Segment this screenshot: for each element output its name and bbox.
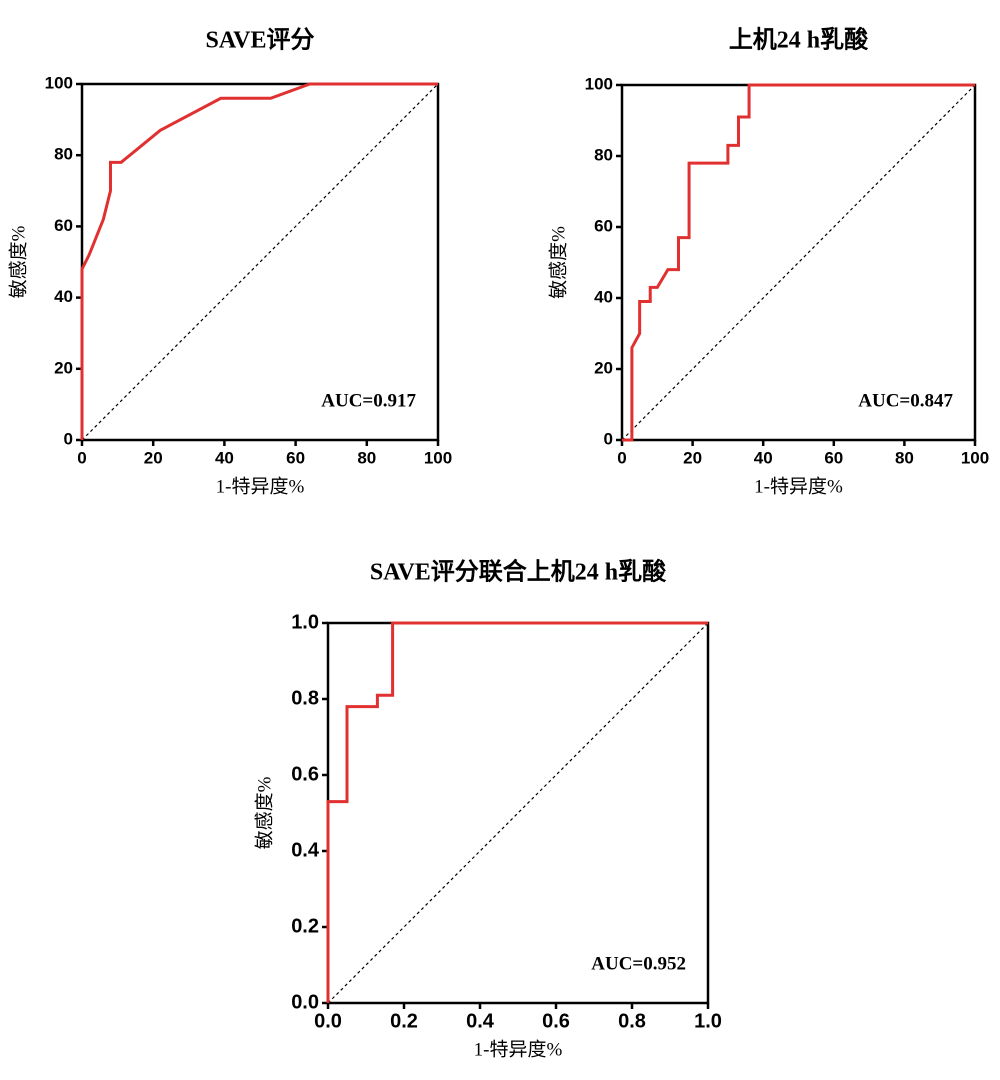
reference-diagonal (81, 83, 439, 441)
roc-curve (622, 83, 975, 442)
y-tick-label: 80 (54, 145, 73, 164)
x-tick-label: 60 (286, 448, 305, 467)
y-tick-label: 40 (594, 287, 613, 306)
x-tick-label: 0.2 (390, 1010, 418, 1032)
y-tick-label: 0.2 (291, 915, 319, 937)
x-tick-label: 0.4 (466, 1010, 495, 1032)
chart-title: SAVE评分 (206, 27, 315, 54)
x-tick-label: 20 (683, 448, 702, 467)
x-tick-label: 1.0 (694, 1010, 722, 1032)
x-tick-label: 0.8 (618, 1010, 646, 1032)
chart-title: 上机24 h乳酸 (729, 26, 869, 54)
x-tick-label: 0 (77, 448, 86, 467)
y-tick-label: 0.6 (291, 763, 319, 785)
y-axis-label: 敏感度% (253, 776, 275, 849)
x-tick-label: 80 (895, 448, 914, 467)
y-tick-label: 80 (594, 145, 613, 164)
plot-frame (620, 83, 977, 442)
auc-annotation: AUC=0.847 (858, 390, 953, 411)
chart: SAVE评分 0 20 40 60 80 100 0 20 40 60 80 100 1-特异度% 敏感度%… (7, 27, 452, 498)
reference-diagonal (327, 622, 709, 1004)
x-tick-label: 100 (961, 448, 989, 467)
x-tick-label: 20 (144, 448, 163, 467)
x-tick-label: 40 (754, 448, 773, 467)
x-axis-label: 1-特异度% (754, 475, 843, 497)
y-tick-label: 100 (585, 74, 613, 93)
reference-diagonal (621, 84, 976, 441)
chart: SAVE评分联合上机24 h乳酸 0.0 0.2 0.4 0.6 0.8 1.0 0.0 0.2… (253, 558, 722, 1061)
x-tick-label: 0.0 (314, 1010, 342, 1032)
auc-annotation: AUC=0.952 (591, 953, 686, 974)
roc-curve (326, 621, 708, 1003)
roc-curve (80, 82, 438, 440)
y-tick-label: 100 (45, 73, 73, 92)
y-tick-label: 0.4 (291, 839, 320, 861)
x-tick-label: 100 (424, 448, 452, 467)
y-tick-label: 0.8 (291, 687, 319, 709)
y-tick-label: 0.0 (291, 991, 319, 1013)
y-tick-label: 60 (54, 216, 73, 235)
y-tick-label: 60 (594, 216, 613, 235)
x-tick-label: 80 (357, 448, 376, 467)
chart-title: SAVE评分联合上机24 h乳酸 (370, 558, 667, 586)
y-tick-label: 40 (54, 287, 73, 306)
x-tick-label: 60 (824, 448, 843, 467)
y-tick-label: 0 (604, 429, 613, 448)
y-tick-label: 0 (64, 429, 73, 448)
y-tick-label: 20 (54, 358, 73, 377)
y-axis-label: 敏感度% (7, 225, 29, 298)
y-tick-label: 1.0 (291, 611, 319, 633)
y-tick-label: 20 (594, 358, 613, 377)
x-axis-label: 1-特异度% (216, 475, 305, 497)
y-axis-label: 敏感度% (547, 226, 569, 299)
x-tick-label: 40 (215, 448, 234, 467)
chart: 上机24 h乳酸 0 20 40 60 80 100 0 20 40 60 80 100 1-特异度% 敏感… (547, 26, 989, 498)
auc-annotation: AUC=0.917 (321, 390, 416, 411)
x-axis-label: 1-特异度% (474, 1038, 563, 1060)
plot-frame (80, 82, 440, 442)
x-tick-label: 0.6 (542, 1010, 570, 1032)
x-tick-label: 0 (617, 448, 626, 467)
